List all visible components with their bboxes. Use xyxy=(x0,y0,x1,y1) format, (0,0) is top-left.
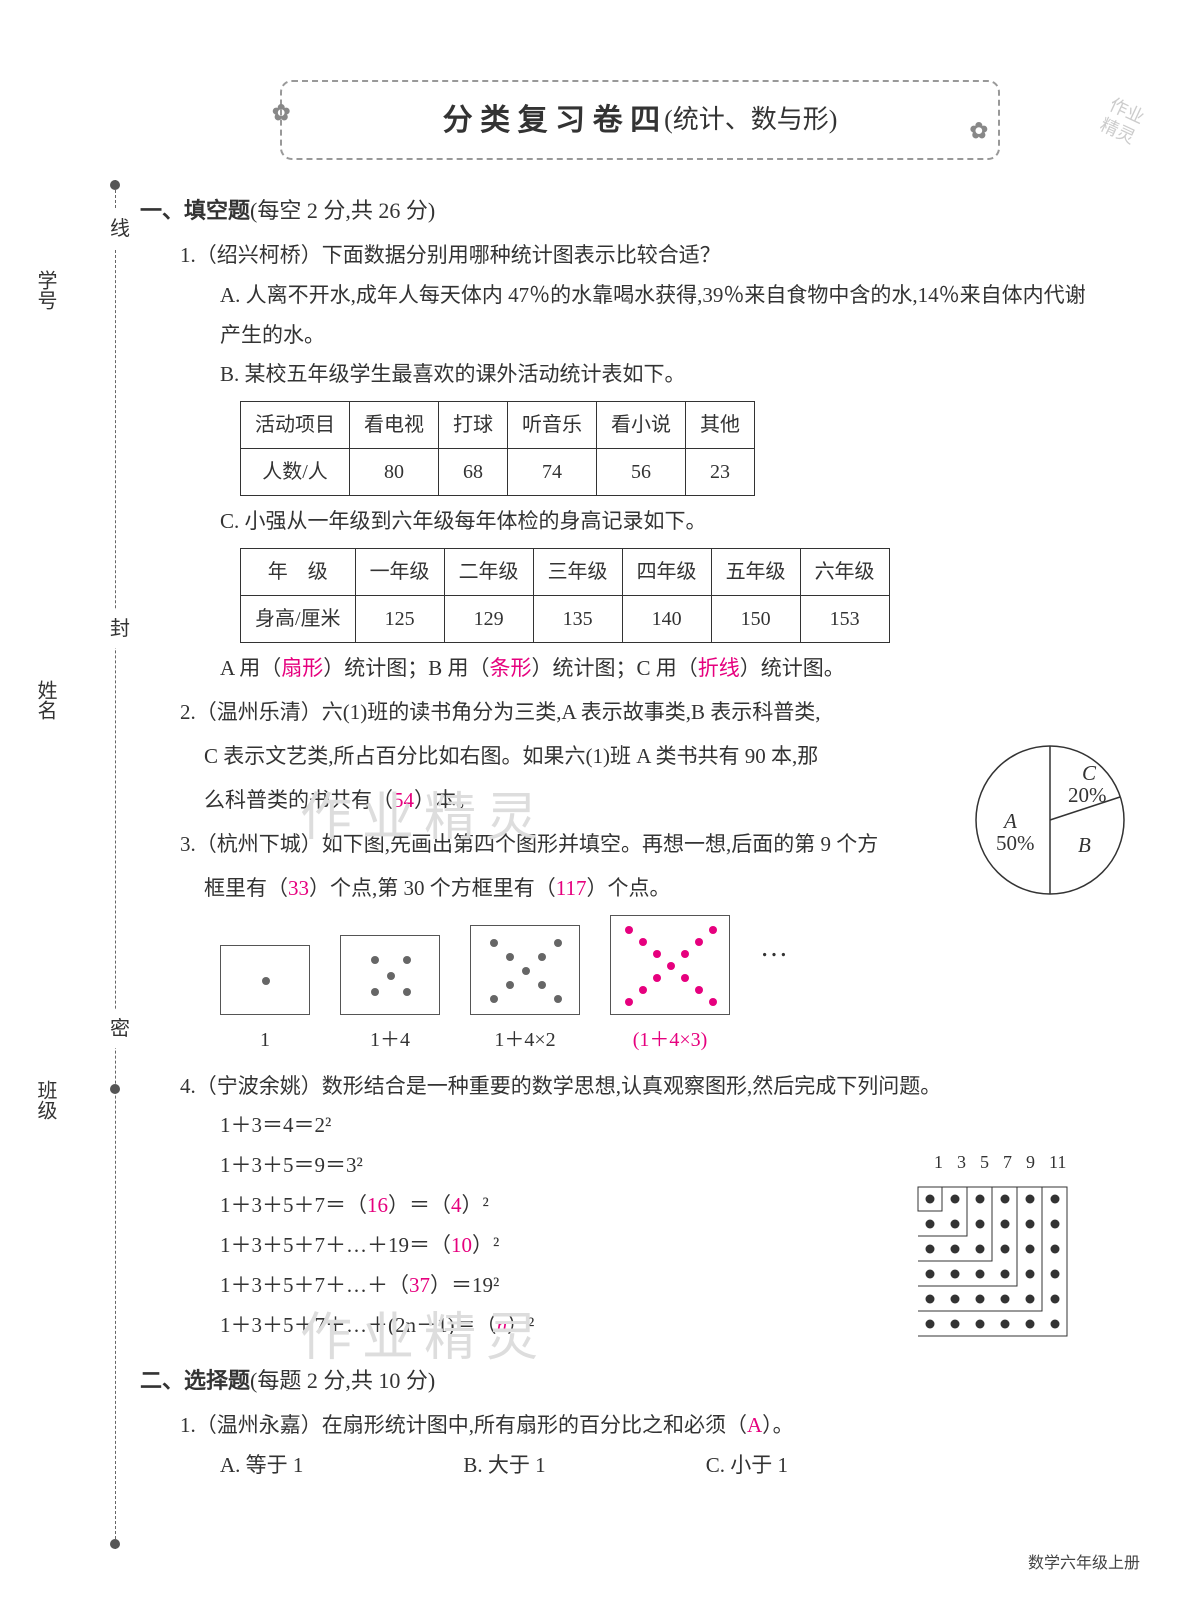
binding-seal-line: 线 xyxy=(108,210,132,248)
q2-line1: 2.（温州乐清）六(1)班的读书角分为三类,A 表示故事类,B 表示科普类, xyxy=(180,693,1140,733)
q3-pattern-boxes: … xyxy=(220,915,1140,1015)
q1-answer-line: A 用（扇形）统计图；B 用（条形）统计图；C 用（折线）统计图。 xyxy=(220,649,1140,689)
binding-margin: 学号 线 姓名 封 班级 密 xyxy=(100,180,130,1549)
pattern-box-2 xyxy=(340,935,440,1015)
pattern-box-3 xyxy=(470,925,580,1015)
pattern-ellipsis: … xyxy=(760,921,788,1014)
watermark-corner: 作业 精灵 xyxy=(1097,94,1148,148)
s2-q1-options: A. 等于 1 B. 大于 1 C. 小于 1 xyxy=(220,1446,1140,1486)
s2-q1-optB: B. 大于 1 xyxy=(463,1446,545,1486)
pie-C-pct: 20% xyxy=(1068,776,1107,816)
q1-tableC: 年 级 一年级 二年级 三年级 四年级 五年级 六年级 身高/厘米 125 12… xyxy=(240,548,890,643)
q1-B: B. 某校五年级学生最喜欢的课外活动统计表如下。 xyxy=(220,355,1140,395)
binding-label-name: 姓名 xyxy=(40,680,64,720)
q1-stem: 1.（绍兴柯桥）下面数据分别用哪种统计图表示比较合适？ xyxy=(180,236,1140,276)
title-banner: ✿ 分 类 复 习 卷 四 (统计、数与形) ✿ xyxy=(280,80,1000,160)
q4-dot-figure: 1357911 xyxy=(910,1145,1140,1353)
deco-icon: ✿ xyxy=(272,92,290,134)
q1-C: C. 小强从一年级到六年级每年体检的身高记录如下。 xyxy=(220,502,1140,542)
s2-q1-stem: 1.（温州永嘉）在扇形统计图中,所有扇形的百分比之和必须（A）。 xyxy=(180,1406,1140,1446)
binding-label-id: 学号 xyxy=(40,270,64,310)
section2-head: 二、选择题(每题 2 分,共 10 分) xyxy=(140,1360,1140,1402)
s2-q1-optC: C. 小于 1 xyxy=(706,1446,788,1486)
s2-q1-optA: A. 等于 1 xyxy=(220,1446,303,1486)
binding-seal-mi: 密 xyxy=(108,1010,132,1048)
title-sub: (统计、数与形) xyxy=(664,95,837,144)
pie-A-pct: 50% xyxy=(996,824,1035,864)
pattern-box-4 xyxy=(610,915,730,1015)
section1-head: 一、填空题(每空 2 分,共 26 分) xyxy=(140,190,1140,232)
binding-seal-feng: 封 xyxy=(108,610,132,648)
binding-label-class: 班级 xyxy=(40,1080,64,1120)
q2-pie-chart: A 50% B C 20% xyxy=(970,740,1130,900)
q1-A: A. 人离不开水,成年人每天体内 47％的水靠喝水获得,39％来自食物中含的水,… xyxy=(220,276,1140,356)
title-main: 分 类 复 习 卷 四 xyxy=(443,92,661,149)
pie-B-label: B xyxy=(1078,826,1091,866)
deco-icon-2: ✿ xyxy=(970,110,988,152)
q1-tableB: 活动项目 看电视 打球 听音乐 看小说 其他 人数/人 80 68 74 56 … xyxy=(240,401,755,496)
pattern-box-1 xyxy=(220,945,310,1015)
q4-stem: 4.（宁波余姚）数形结合是一种重要的数学思想,认真观察图形,然后完成下列问题。 xyxy=(180,1067,1140,1107)
page-footer: 数学六年级上册 xyxy=(1028,1549,1140,1579)
q3-pattern-labels: 1 1＋4 1＋4×2 (1＋4×3) xyxy=(220,1021,1140,1059)
binding-dashed-line xyxy=(115,180,116,1549)
